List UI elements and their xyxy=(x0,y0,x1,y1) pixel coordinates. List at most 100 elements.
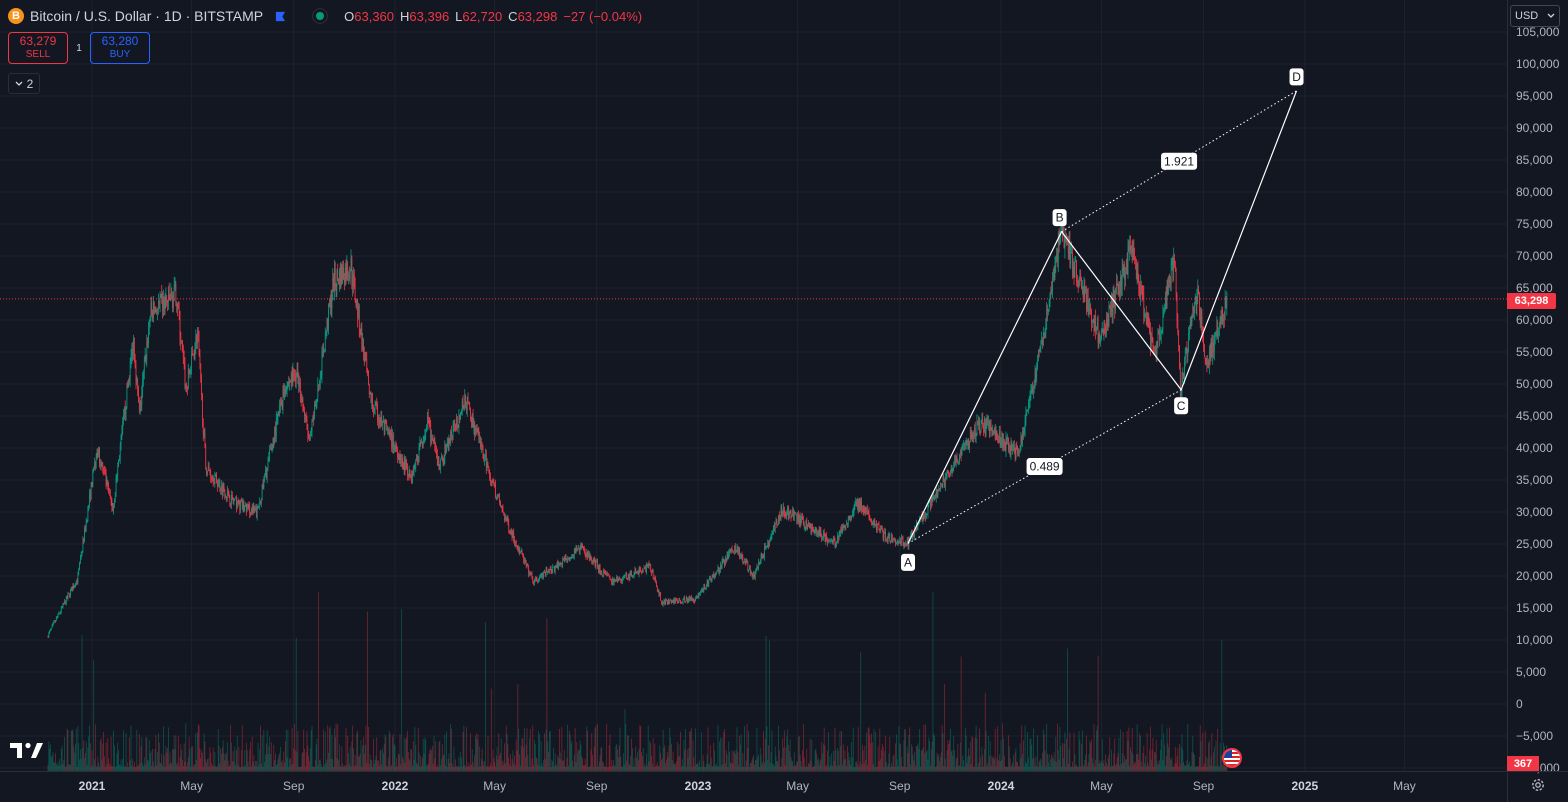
volume-bar xyxy=(708,727,709,771)
candle xyxy=(1003,433,1004,451)
buy-button[interactable]: 63,280 BUY xyxy=(90,32,150,64)
candle xyxy=(512,529,513,541)
sell-label: SELL xyxy=(26,48,50,61)
candle xyxy=(443,457,444,466)
candle xyxy=(1065,228,1066,243)
candle xyxy=(759,562,760,565)
candle xyxy=(773,525,774,535)
candle xyxy=(264,473,265,482)
candle xyxy=(464,405,465,411)
candle xyxy=(635,568,636,574)
candle xyxy=(517,545,518,549)
candle xyxy=(556,565,557,569)
volume-bar xyxy=(967,757,968,771)
volume-bar xyxy=(161,754,162,771)
candle xyxy=(356,299,357,308)
volume-bar xyxy=(1051,754,1052,771)
candle xyxy=(173,291,174,312)
candle xyxy=(1179,345,1180,370)
volume-bar xyxy=(180,757,181,771)
market-status-icon[interactable] xyxy=(312,8,328,24)
candle xyxy=(948,471,949,478)
candle xyxy=(561,562,562,564)
candle xyxy=(350,269,351,285)
currency-select[interactable]: USD xyxy=(1510,5,1560,27)
candle xyxy=(713,574,714,578)
volume-bar xyxy=(552,762,553,771)
volume-bar xyxy=(1090,743,1091,771)
candle xyxy=(252,504,253,515)
candle xyxy=(631,570,632,576)
candle xyxy=(1129,235,1130,260)
candle xyxy=(337,264,338,281)
volume-bar xyxy=(980,757,981,771)
candle xyxy=(986,417,987,437)
candle xyxy=(317,377,318,402)
volume-bar xyxy=(957,744,958,771)
candle xyxy=(689,595,690,601)
volume-bar xyxy=(346,728,347,771)
candle xyxy=(249,502,250,518)
volume-bar xyxy=(1136,754,1137,771)
candle xyxy=(63,603,64,609)
candle xyxy=(601,570,602,575)
candle xyxy=(557,562,558,568)
candle xyxy=(160,291,161,312)
candle xyxy=(150,316,151,328)
volume-bar xyxy=(89,726,90,771)
candle xyxy=(254,503,255,513)
volume-bar xyxy=(350,747,351,771)
candle xyxy=(261,498,262,507)
volume-bar xyxy=(218,729,219,771)
candle xyxy=(577,548,578,551)
candle xyxy=(718,565,719,571)
gear-icon[interactable] xyxy=(1530,777,1546,793)
sell-button[interactable]: 63,279 SELL xyxy=(8,32,68,64)
volume-bar xyxy=(543,760,544,771)
candle xyxy=(728,551,729,559)
us-flag-event-icon[interactable] xyxy=(1222,748,1242,768)
tradingview-logo-icon[interactable] xyxy=(10,740,44,760)
candle xyxy=(888,533,889,544)
volume-bar xyxy=(732,764,733,771)
volume-bar xyxy=(234,762,235,771)
candle xyxy=(1137,263,1138,285)
candle xyxy=(125,401,126,421)
candle xyxy=(307,424,308,442)
candle xyxy=(114,498,115,508)
candle xyxy=(1108,313,1109,331)
candle xyxy=(155,307,156,314)
candle xyxy=(521,547,522,552)
volume-bar xyxy=(1220,743,1221,771)
candle xyxy=(445,444,446,456)
candle xyxy=(741,554,742,560)
candle xyxy=(1197,280,1198,305)
volume-bar xyxy=(331,759,332,771)
volume-bar xyxy=(104,756,105,771)
volume-bar xyxy=(916,746,917,771)
bitcoin-icon: B xyxy=(8,8,24,24)
volume-bar xyxy=(365,745,366,771)
candle xyxy=(382,420,383,430)
candle xyxy=(126,406,127,421)
candle xyxy=(944,478,945,488)
volume-bar xyxy=(127,762,128,771)
indicators-collapse-button[interactable]: 2 xyxy=(8,73,40,94)
volume-bar xyxy=(756,760,757,771)
volume-bar xyxy=(1213,752,1214,771)
candle xyxy=(311,428,312,437)
volume-bar xyxy=(1063,758,1064,771)
candle xyxy=(528,565,529,578)
candle xyxy=(483,454,484,462)
volume-bar xyxy=(1171,760,1172,771)
volume-bar xyxy=(928,738,929,771)
volume-bar xyxy=(61,749,62,771)
symbol-title[interactable]: Bitcoin / U.S. Dollar · 1D · BITSTAMP xyxy=(30,8,263,24)
flag-icon[interactable] xyxy=(275,11,286,22)
candle xyxy=(416,454,417,462)
candle xyxy=(190,366,191,378)
